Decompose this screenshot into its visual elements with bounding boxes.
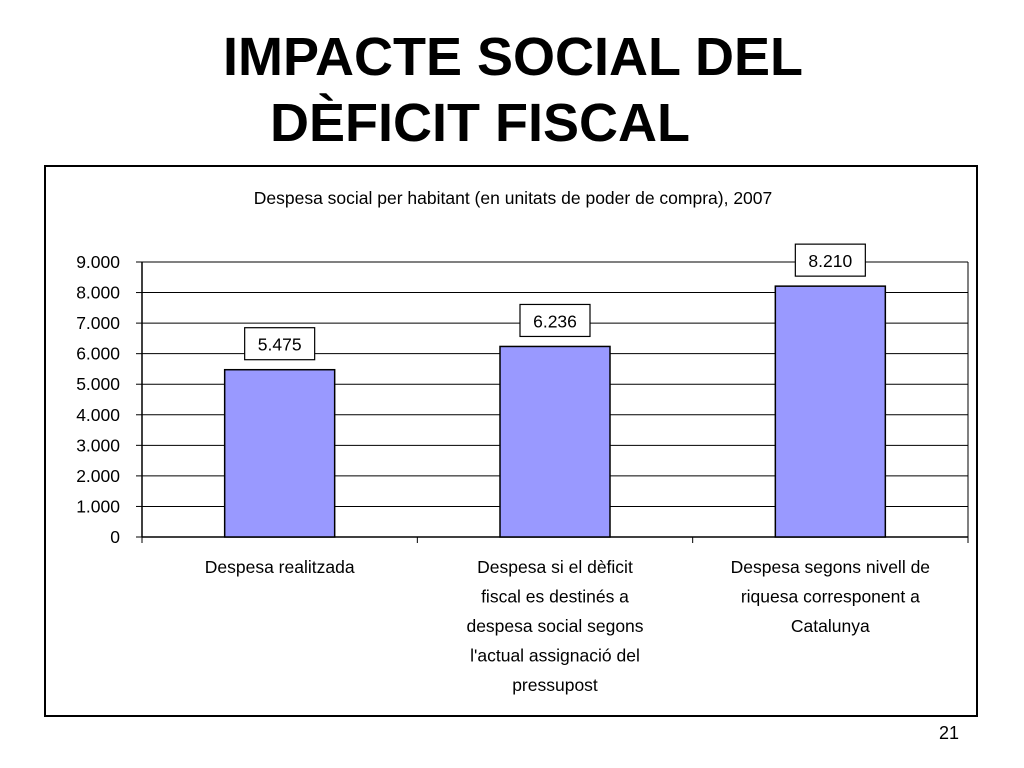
data-label: 5.475 (258, 335, 302, 355)
chart-frame: Despesa social per habitant (en unitats … (44, 165, 978, 717)
y-tick-label: 5.000 (76, 374, 120, 394)
x-tick-label-line: l'actual assignació del (470, 646, 640, 666)
bar (223, 368, 336, 538)
x-tick-label-line: despesa social segons (466, 616, 643, 636)
x-tick-label: Despesa segons nivell de riquesa correspo… (731, 557, 930, 636)
y-tick-label: 3.000 (76, 435, 120, 455)
slide-title-line-2: DÈFICIT FISCAL (270, 93, 690, 153)
y-tick-label: 9.000 (76, 252, 120, 272)
slide-title: IMPACTE SOCIAL DEL DÈFICIT FISCAL (0, 24, 1024, 156)
page-number: 21 (938, 723, 959, 743)
data-label: 8.210 (808, 251, 852, 271)
x-tick-label-line: Despesa si el dèficit (477, 557, 633, 577)
chart-title: Despesa social per habitant (en unitats … (254, 188, 773, 208)
x-tick-label-line: pressupost (512, 675, 598, 695)
x-tick-label: Despesa si el dèficit fiscal es destinés … (466, 557, 643, 695)
y-tick-label: 1.000 (76, 496, 120, 516)
x-tick-label-line: Despesa segons nivell de (731, 557, 930, 577)
bar (499, 345, 611, 538)
x-tick-label-line: Despesa realitzada (205, 557, 355, 577)
x-tick-label-line: Catalunya (791, 616, 870, 636)
x-axis-tick-labels: Despesa realitzada Despesa si el dèficit f… (205, 557, 930, 695)
y-tick-label: 4.000 (76, 405, 120, 425)
y-tick-label: 6.000 (76, 344, 120, 364)
x-tick-label: Despesa realitzada (205, 557, 355, 577)
y-tick-label: 7.000 (76, 313, 120, 333)
x-tick-label-line: fiscal es destinés a (481, 587, 629, 607)
y-tick-label: 8.000 (76, 283, 120, 303)
data-label-box (519, 303, 591, 338)
x-tick-label-line: riquesa corresponent a (741, 587, 920, 607)
y-tick-label: 2.000 (76, 466, 120, 486)
slide-title-line-1: IMPACTE SOCIAL DEL (223, 27, 804, 87)
bar (774, 285, 887, 538)
data-label-box (794, 243, 866, 277)
y-tick-label: 0 (110, 527, 120, 547)
axes: 0 1.000 2.000 3.000 4.000 5.000 6.000 7.000 8.00… (76, 252, 969, 547)
data-labels: 5.475 6.236 8.210 (244, 243, 866, 361)
data-label-box (244, 327, 316, 361)
bars (223, 285, 887, 538)
bar-chart: Despesa social per habitant (en unitats … (76, 188, 969, 695)
data-label: 6.236 (533, 311, 577, 331)
